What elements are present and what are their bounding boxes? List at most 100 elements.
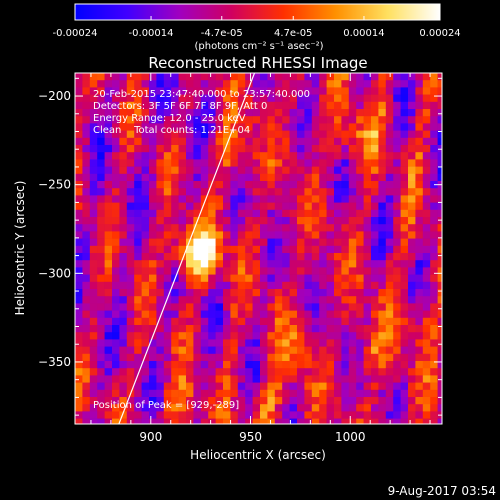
heatmap-cell	[415, 404, 424, 412]
heatmap-cell	[230, 181, 239, 189]
heatmap-cell	[437, 73, 442, 81]
heatmap-cell	[97, 382, 105, 391]
heatmap-cell	[297, 310, 305, 319]
heatmap-cell	[75, 245, 83, 254]
heatmap-cell	[149, 87, 157, 95]
heatmap-cell	[430, 101, 438, 110]
heatmap-cell	[341, 310, 350, 319]
heatmap-cell	[134, 80, 142, 88]
heatmap-cell	[89, 159, 98, 167]
heatmap-cell	[267, 195, 276, 203]
heatmap-cell	[252, 325, 261, 333]
heatmap-cell	[289, 382, 298, 391]
heatmap-cell	[163, 152, 172, 160]
heatmap-cell	[237, 260, 246, 268]
heatmap-cell	[363, 87, 372, 95]
heatmap-cell	[193, 238, 202, 247]
heatmap-cell	[156, 361, 165, 369]
heatmap-cell	[178, 260, 187, 268]
heatmap-cell	[282, 332, 290, 340]
heatmap-cell	[430, 353, 438, 362]
heatmap-cell	[282, 238, 290, 247]
heatmap-cell	[186, 202, 194, 211]
heatmap-cell	[297, 195, 305, 203]
heatmap-cell	[267, 389, 276, 398]
heatmap-cell	[163, 116, 172, 124]
heatmap-cell	[385, 289, 394, 297]
heatmap-cell	[89, 238, 98, 247]
heatmap-cell	[186, 281, 194, 290]
heatmap-cell	[393, 109, 401, 117]
heatmap-cell	[311, 411, 320, 419]
heatmap-cell	[334, 346, 342, 355]
y-tick-label: −300	[38, 266, 71, 280]
colorbar-tick-label: 0.00024	[419, 28, 460, 39]
heatmap-cell	[82, 238, 91, 247]
heatmap-cell	[215, 101, 224, 110]
heatmap-cell	[208, 274, 216, 283]
heatmap-cell	[378, 145, 387, 153]
heatmap-cell	[408, 166, 416, 175]
heatmap-cell	[400, 145, 409, 153]
heatmap-cell	[348, 231, 357, 239]
heatmap-cell	[385, 353, 394, 362]
heatmap-cell	[304, 123, 313, 131]
heatmap-cell	[208, 317, 216, 326]
heatmap-cell	[82, 389, 91, 398]
heatmap-cell	[89, 260, 98, 268]
heatmap-cell	[326, 101, 335, 110]
heatmap-cell	[178, 209, 187, 218]
heatmap-cell	[208, 152, 216, 160]
heatmap-cell	[97, 296, 105, 304]
heatmap-cell	[326, 389, 335, 398]
heatmap-cell	[149, 195, 157, 203]
heatmap-cell	[126, 411, 135, 419]
heatmap-cell	[119, 260, 128, 268]
heatmap-cell	[75, 397, 83, 405]
heatmap-cell	[282, 130, 290, 139]
heatmap-cell	[223, 231, 231, 239]
heatmap-cell	[297, 317, 305, 326]
heatmap-cell	[408, 130, 416, 139]
heatmap-cell	[356, 375, 364, 383]
heatmap-cell	[208, 73, 216, 81]
heatmap-cell	[289, 253, 298, 261]
heatmap-cell	[289, 166, 298, 175]
heatmap-cell	[141, 181, 150, 189]
heatmap-cell	[156, 137, 165, 146]
heatmap-cell	[75, 217, 83, 225]
heatmap-cell	[215, 397, 224, 405]
heatmap-cell	[289, 137, 298, 146]
heatmap-cell	[326, 245, 335, 254]
heatmap-cell	[156, 303, 165, 311]
heatmap-cell	[178, 361, 187, 369]
heatmap-cell	[319, 116, 327, 124]
heatmap-cell	[82, 339, 91, 347]
heatmap-cell	[163, 173, 172, 182]
heatmap-cell	[149, 404, 157, 412]
heatmap-cell	[326, 325, 335, 333]
heatmap-cell	[126, 346, 135, 355]
heatmap-cell	[245, 267, 253, 275]
heatmap-cell	[141, 325, 150, 333]
heatmap-cell	[334, 303, 342, 311]
heatmap-cell	[215, 310, 224, 319]
heatmap-cell	[215, 353, 224, 362]
heatmap-cell	[126, 332, 135, 340]
heatmap-cell	[304, 109, 313, 117]
heatmap-cell	[75, 195, 83, 203]
heatmap-cell	[289, 353, 298, 362]
heatmap-cell	[334, 188, 342, 196]
heatmap-cell	[171, 173, 179, 182]
heatmap-cell	[393, 73, 401, 81]
heatmap-cell	[341, 332, 350, 340]
heatmap-cell	[274, 166, 283, 175]
heatmap-cell	[400, 274, 409, 283]
heatmap-cell	[193, 253, 202, 261]
heatmap-cell	[119, 152, 128, 160]
heatmap-cell	[171, 116, 179, 124]
heatmap-cell	[237, 166, 246, 175]
heatmap-cell	[75, 303, 83, 311]
heatmap-cell	[415, 317, 424, 326]
heatmap-cell	[178, 411, 187, 419]
